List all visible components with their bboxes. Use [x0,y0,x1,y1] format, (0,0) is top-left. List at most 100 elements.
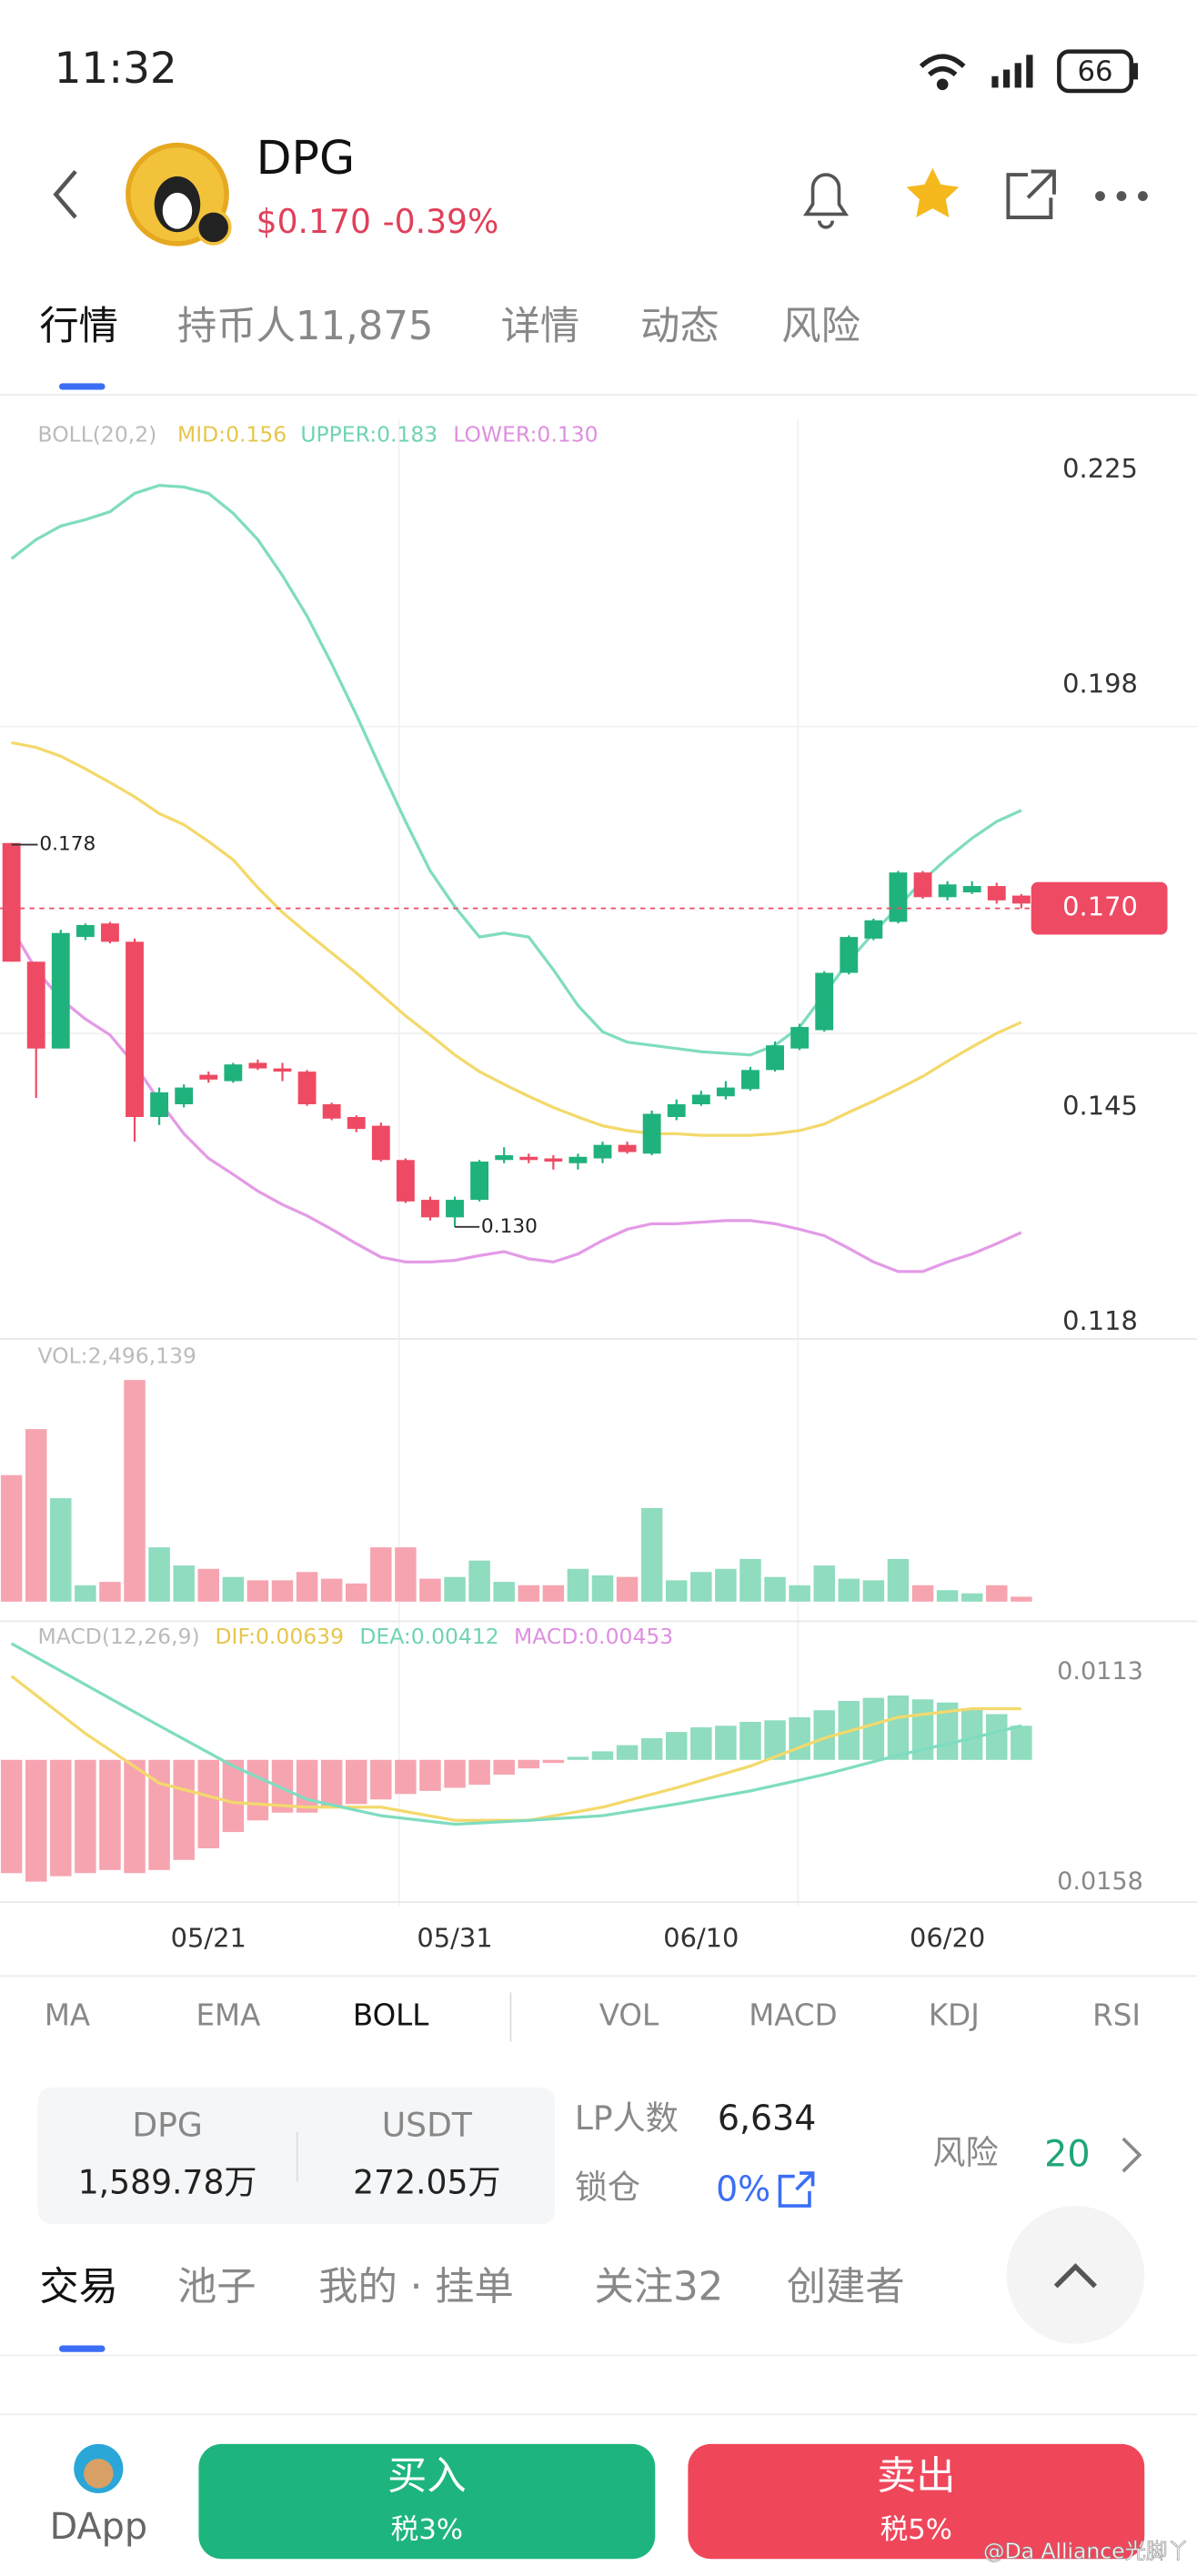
lock-value[interactable]: 0% [716,2168,770,2209]
share-button[interactable] [1006,169,1056,219]
macd-bar [444,1759,466,1788]
sub-tab[interactable]: 我的 · 挂单 [318,2265,514,2310]
battery-level: 66 [1078,56,1113,88]
favorite-button[interactable] [906,167,960,218]
volume-bar [715,1568,737,1602]
risk-value[interactable]: 20 [1044,2133,1091,2175]
volume-bar [345,1583,367,1602]
candle-body [987,886,1006,901]
candle-body [864,920,883,939]
indicator-tab[interactable]: VOL [599,1998,659,2033]
macd-bar [862,1697,885,1760]
macd-value: MACD:0.00453 [514,1624,673,1649]
candle-body [297,1072,317,1104]
macd-bar [616,1745,639,1760]
tab[interactable]: 详情 [501,304,580,349]
candle-body [691,1094,710,1104]
x-tick-label: 05/31 [417,1923,492,1954]
risk-label: 风险 [932,2133,998,2172]
volume-bar [986,1585,1008,1602]
x-tick-label: 06/10 [663,1923,739,1954]
sell-button[interactable] [688,2443,1145,2560]
scroll-top-button[interactable] [1006,2206,1145,2344]
candle-body [642,1113,661,1154]
scroll-top-icon [1053,2263,1097,2289]
macd-bar [493,1759,515,1775]
macd-bar [764,1720,786,1760]
tab[interactable]: 行情 [39,304,118,349]
volume-bar [518,1585,540,1602]
sell-label: 卖出 [877,2453,956,2499]
indicator-tab[interactable]: BOLL [353,1998,428,2033]
macd-bar [640,1737,663,1760]
sub-tab[interactable]: 关注32 [594,2265,723,2310]
alert-button[interactable] [802,173,850,229]
macd-bar [1011,1726,1032,1760]
macd-bar [0,1759,23,1874]
tab[interactable]: 持币人11,875 [177,304,434,349]
macd-bar [887,1695,910,1760]
macd-bar [986,1714,1008,1760]
volume-bar [246,1580,269,1602]
candle-body [766,1045,784,1071]
sub-tab[interactable]: 交易 [39,2265,118,2310]
macd-bar [542,1759,565,1764]
indicator-tab[interactable]: KDJ [929,1998,980,2033]
volume-bar [862,1580,885,1602]
candle-body [446,1200,464,1218]
volume-bar [444,1576,466,1602]
candle-body [75,924,95,938]
macd-label: MACD(12,26,9) [38,1624,200,1649]
macd-bar [296,1759,318,1813]
sell-tax: 税5% [880,2514,952,2546]
macd-bar [320,1759,343,1807]
volume-bar [764,1576,786,1602]
indicator-tab[interactable]: EMA [196,1998,261,2033]
y-tick-label: 0.225 [1062,453,1138,484]
indicator-tab[interactable]: RSI [1092,1998,1141,2033]
last-price-badge [1031,881,1168,935]
candle-body [716,1087,735,1097]
battery-tip [1132,63,1139,80]
indicator-tab[interactable]: MACD [749,1998,837,2033]
macd-bar [173,1759,195,1860]
candle-body [1011,895,1031,904]
more-button[interactable] [1095,191,1148,201]
macd-dif: DIF:0.00639 [215,1624,344,1649]
tab[interactable]: 风险 [781,304,860,349]
sub-tab[interactable]: 创建者 [787,2265,905,2310]
dapp-label[interactable]: DApp [50,2506,147,2548]
candle-body [913,872,932,898]
sub-tab[interactable]: 池子 [177,2265,256,2310]
volume-bar [320,1578,343,1602]
lock-label: 锁仓 [575,2168,640,2207]
boll-upper: UPPER:0.183 [300,422,438,448]
buy-button[interactable] [198,2443,656,2560]
wifi-icon [919,54,966,91]
volume-bar [789,1585,810,1602]
candle-body [495,1155,514,1161]
volume-bar [690,1572,712,1602]
boll-label: BOLL(20,2) [38,422,157,448]
lock-link[interactable] [778,2171,815,2208]
volume-bar [542,1585,565,1602]
y-tick-label: 0.198 [1062,668,1138,699]
candle-body [618,1144,637,1152]
boll-mid: MID:0.156 [177,422,287,448]
back-button[interactable] [53,169,77,219]
volume-bar [567,1568,589,1602]
candle-body [568,1156,588,1163]
indicator-tab[interactable]: MA [45,1998,90,2033]
volume-bar [222,1576,245,1602]
volume-bar [591,1575,614,1602]
candle-body [26,961,45,1049]
chart-grid [0,419,1197,1906]
macd-bar [690,1726,712,1760]
y-tick-label: 0.0158 [1057,1867,1143,1896]
tab[interactable]: 动态 [640,304,719,349]
volume-bar [0,1474,23,1602]
tab-indicator [58,383,106,390]
macd-bar [518,1759,540,1769]
risk-chevron[interactable] [1122,2137,1142,2173]
